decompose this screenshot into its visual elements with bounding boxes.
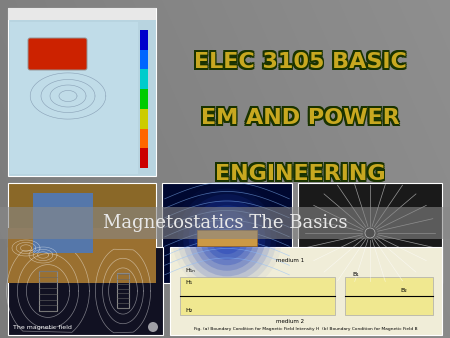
Circle shape [183, 194, 271, 282]
Bar [10, 22, 138, 174]
Text: ELEC 3105 BASIC: ELEC 3105 BASIC [192, 50, 405, 71]
Circle shape [194, 205, 260, 271]
Text: EM AND POWER: EM AND POWER [201, 110, 400, 129]
Circle shape [148, 322, 158, 332]
Bar [8, 8, 156, 20]
Text: medium 2: medium 2 [276, 319, 304, 324]
Bar [33, 193, 93, 253]
Circle shape [205, 216, 249, 260]
Text: EM AND POWER: EM AND POWER [202, 106, 401, 126]
Text: ENGINEERING: ENGINEERING [216, 163, 387, 183]
Circle shape [222, 233, 232, 243]
Text: ELEC 3105 BASIC: ELEC 3105 BASIC [192, 52, 405, 72]
Text: ENGINEERING: ENGINEERING [215, 166, 385, 186]
Bar [197, 230, 257, 246]
Text: B₁: B₁ [352, 272, 359, 277]
Circle shape [211, 222, 243, 254]
Bar [117, 273, 129, 308]
Text: EM AND POWER: EM AND POWER [199, 108, 398, 128]
FancyBboxPatch shape [28, 38, 87, 70]
Text: ENGINEERING: ENGINEERING [213, 164, 384, 184]
Text: Magnetostatics The Basics: Magnetostatics The Basics [103, 214, 347, 232]
Bar [298, 183, 442, 283]
Bar [162, 183, 292, 283]
Bar [345, 277, 433, 315]
Bar [8, 183, 156, 283]
Text: ENGINEERING: ENGINEERING [213, 166, 384, 186]
Text: EM AND POWER: EM AND POWER [201, 108, 400, 128]
Circle shape [178, 189, 276, 287]
Text: The magnetic field: The magnetic field [13, 325, 72, 330]
Bar [140, 109, 148, 128]
Bar [140, 128, 148, 148]
Bar [170, 247, 442, 335]
Text: H₁: H₁ [185, 281, 192, 286]
Text: medium 1: medium 1 [276, 258, 304, 263]
Text: EM AND POWER: EM AND POWER [201, 106, 400, 126]
Bar [140, 148, 148, 168]
Bar [0, 207, 450, 239]
Bar [140, 89, 148, 109]
Text: ELEC 3105 BASIC: ELEC 3105 BASIC [195, 52, 408, 72]
Bar [180, 277, 335, 315]
Circle shape [200, 211, 254, 265]
Bar [39, 271, 57, 311]
Text: ELEC 3105 BASIC: ELEC 3105 BASIC [194, 50, 406, 71]
Text: ELEC 3105 BASIC: ELEC 3105 BASIC [194, 52, 406, 72]
Text: ENGINEERING: ENGINEERING [216, 166, 387, 186]
Text: ENGINEERING: ENGINEERING [215, 164, 385, 184]
Text: ELEC 3105 BASIC: ELEC 3105 BASIC [195, 53, 408, 73]
Text: EM AND POWER: EM AND POWER [202, 108, 401, 128]
Text: ELEC 3105 BASIC: ELEC 3105 BASIC [192, 53, 405, 73]
Text: EM AND POWER: EM AND POWER [202, 110, 401, 129]
Bar [8, 247, 163, 335]
Text: ELEC 3105 BASIC: ELEC 3105 BASIC [194, 53, 406, 73]
Text: H₂: H₂ [185, 308, 192, 313]
Circle shape [216, 227, 238, 248]
Text: Fig. (a) Boundary Condition for Magnetic Field Intensity H  (b) Boundary Conditi: Fig. (a) Boundary Condition for Magnetic… [194, 327, 418, 331]
Text: B₂: B₂ [400, 288, 407, 292]
Circle shape [189, 200, 266, 276]
Text: EM AND POWER: EM AND POWER [199, 106, 398, 126]
Bar [8, 228, 156, 283]
Text: ENGINEERING: ENGINEERING [216, 164, 387, 184]
Bar [8, 8, 156, 176]
Text: ENGINEERING: ENGINEERING [215, 163, 385, 183]
Bar [140, 69, 148, 89]
Text: H₁ₙ: H₁ₙ [185, 267, 195, 272]
Text: ELEC 3105 BASIC: ELEC 3105 BASIC [195, 50, 408, 71]
Bar [140, 30, 148, 50]
Bar [140, 50, 148, 69]
Text: EM AND POWER: EM AND POWER [199, 110, 398, 129]
Text: ENGINEERING: ENGINEERING [213, 163, 384, 183]
Circle shape [365, 228, 375, 238]
